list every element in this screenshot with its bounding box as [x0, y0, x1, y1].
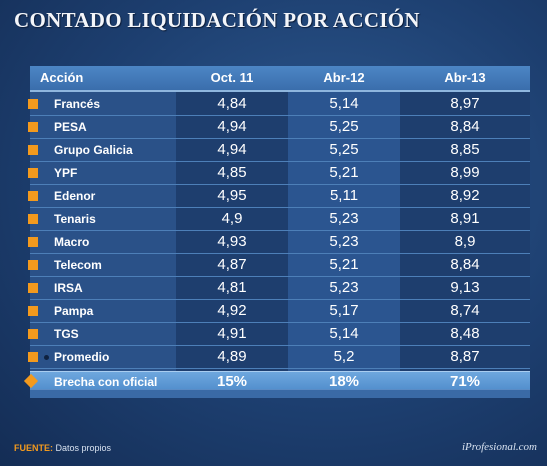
row-label: Brecha con oficial: [54, 375, 158, 389]
table-row: Macro 4,93 5,23 8,9: [28, 231, 530, 254]
row-label: TGS: [54, 327, 79, 341]
orange-square-icon: [28, 352, 38, 362]
table-row: Francés 4,84 5,14 8,97: [28, 93, 530, 116]
cell-abr12: 5,25: [329, 118, 359, 135]
table-body: Francés 4,84 5,14 8,97 PESA 4,94 5,25 8,…: [23, 93, 530, 393]
source-label: FUENTE:: [14, 443, 53, 453]
header-abr13: Abr-13: [444, 70, 486, 85]
orange-square-icon: [28, 237, 38, 247]
cell-oct11: 4,84: [217, 95, 247, 112]
table-header: Acción Oct. 11 Abr-12 Abr-13: [30, 66, 530, 92]
cell-oct11: 4,87: [217, 256, 247, 273]
row-label: IRSA: [54, 281, 83, 295]
table-row: PESA 4,94 5,25 8,84: [28, 116, 530, 139]
cell-oct11: 4,95: [217, 187, 247, 204]
cell-oct11: 4,81: [217, 279, 247, 296]
cell-abr13: 8,91: [450, 210, 480, 227]
cell-abr13: 8,48: [450, 325, 480, 342]
column-shade-abr13: [400, 90, 530, 390]
table-row: Tenaris 4,9 5,23 8,91: [28, 208, 530, 231]
cell-abr13: 8,84: [450, 256, 480, 273]
cell-abr13: 8,92: [450, 187, 480, 204]
orange-square-icon: [28, 306, 38, 316]
cell-abr12: 5,14: [329, 325, 359, 342]
cell-oct11: 4,91: [217, 325, 247, 342]
orange-diamond-icon: [23, 373, 39, 389]
header-oct11: Oct. 11: [210, 70, 254, 85]
cell-abr12: 5,14: [329, 95, 359, 112]
cell-oct11: 4,94: [217, 118, 247, 135]
row-label: Francés: [54, 97, 101, 111]
row-label: Tenaris: [54, 212, 96, 226]
cell-abr12: 5,21: [329, 164, 359, 181]
table-row: Edenor 4,95 5,11 8,92: [28, 185, 530, 208]
page-title: CONTADO LIQUIDACIÓN POR ACCIÓN: [14, 8, 420, 32]
cell-abr12: 5,23: [329, 233, 359, 250]
data-table: Acción Oct. 11 Abr-12 Abr-13 Francés 4,8…: [23, 66, 530, 398]
orange-square-icon: [28, 283, 38, 293]
row-label: Grupo Galicia: [54, 143, 133, 157]
cell-oct11: 4,9: [221, 210, 243, 227]
cell-oct11: 4,89: [217, 348, 247, 365]
cell-oct11: 4,93: [217, 233, 247, 250]
cell-abr13: 8,74: [450, 302, 480, 319]
row-label: Pampa: [54, 304, 94, 318]
cell-abr13: 71%: [449, 373, 481, 390]
cell-abr12: 5,25: [329, 141, 359, 158]
cell-abr12: 5,21: [329, 256, 359, 273]
source-text: Datos propios: [55, 443, 112, 453]
row-label: Promedio: [54, 350, 110, 364]
cell-abr12: 5,11: [329, 187, 359, 204]
header-accion: Acción: [40, 70, 84, 85]
promedio-row: Promedio 4,89 5,2 8,87: [28, 346, 530, 369]
orange-square-icon: [28, 168, 38, 178]
table-row: TGS 4,91 5,14 8,48: [28, 323, 530, 346]
table-row: Grupo Galicia 4,94 5,25 8,85: [28, 139, 530, 162]
row-label: YPF: [54, 166, 78, 180]
header-abr12: Abr-12: [323, 70, 365, 85]
orange-square-icon: [28, 214, 38, 224]
cell-abr13: 8,99: [450, 164, 480, 181]
cell-abr13: 8,84: [450, 118, 480, 135]
cell-oct11: 4,85: [217, 164, 247, 181]
orange-square-icon: [28, 99, 38, 109]
cell-abr12: 5,23: [329, 210, 359, 227]
column-shade-oct11: [176, 90, 288, 390]
cell-abr13: 8,87: [450, 348, 480, 365]
row-label: Macro: [54, 235, 90, 249]
cell-oct11: 4,92: [217, 302, 247, 319]
cell-oct11: 15%: [216, 373, 248, 390]
source-note: FUENTE: Datos propios: [14, 443, 111, 453]
cell-abr13: 8,9: [454, 233, 476, 250]
orange-square-icon: [28, 191, 38, 201]
dot-icon: [44, 355, 49, 360]
table-row: Pampa 4,92 5,17 8,74: [28, 300, 530, 323]
table-footer-bar: [30, 389, 530, 398]
orange-square-icon: [28, 145, 38, 155]
row-label: PESA: [54, 120, 87, 134]
orange-square-icon: [28, 329, 38, 339]
cell-oct11: 4,94: [217, 141, 247, 158]
cell-abr12: 5,23: [329, 279, 359, 296]
cell-abr13: 9,13: [450, 279, 480, 296]
cell-abr12: 18%: [328, 373, 360, 390]
table-row: IRSA 4,81 5,23 9,13: [28, 277, 530, 300]
cell-abr13: 8,97: [450, 95, 480, 112]
cell-abr12: 5,17: [329, 302, 359, 319]
cell-abr13: 8,85: [450, 141, 480, 158]
table-row: Telecom 4,87 5,21 8,84: [28, 254, 530, 277]
table-row: YPF 4,85 5,21 8,99: [28, 162, 530, 185]
column-shade-abr12: [288, 90, 400, 390]
orange-square-icon: [28, 122, 38, 132]
cell-abr12: 5,2: [333, 348, 355, 365]
credit-logo: iProfesional.com: [461, 441, 537, 453]
row-label: Edenor: [54, 189, 96, 203]
orange-square-icon: [28, 260, 38, 270]
row-label: Telecom: [54, 258, 102, 272]
